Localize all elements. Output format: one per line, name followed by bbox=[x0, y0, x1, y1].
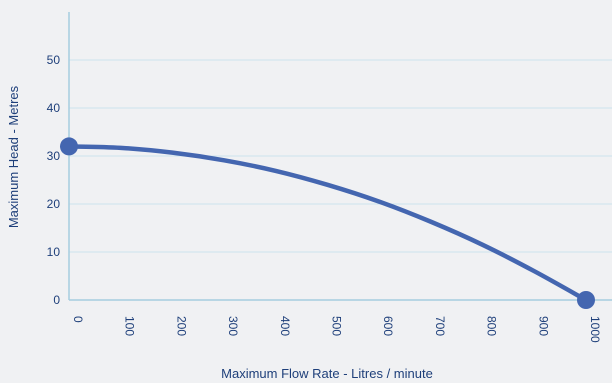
x-tick-label: 300 bbox=[226, 316, 240, 336]
data-point-marker bbox=[60, 137, 78, 156]
x-tick-label: 800 bbox=[485, 316, 499, 336]
x-tick-label: 0 bbox=[71, 316, 85, 323]
endpoint-markers bbox=[60, 137, 595, 309]
x-tick-label: 1000 bbox=[588, 316, 602, 343]
gridlines bbox=[69, 59, 612, 301]
x-tick-label: 900 bbox=[536, 316, 550, 336]
x-tick-label: 700 bbox=[433, 316, 447, 336]
x-tick-label: 100 bbox=[123, 316, 137, 336]
x-tick-label: 200 bbox=[174, 316, 188, 336]
x-tick-label: 600 bbox=[381, 316, 395, 336]
y-tick-label: 30 bbox=[47, 149, 61, 163]
y-tick-label: 0 bbox=[53, 293, 60, 307]
y-axis-title: Maximum Head - Metres bbox=[6, 85, 21, 228]
y-tick-label: 40 bbox=[47, 101, 61, 115]
y-tick-label: 10 bbox=[47, 245, 61, 259]
y-tick-label: 20 bbox=[47, 197, 61, 211]
x-tick-label: 400 bbox=[278, 316, 292, 336]
x-axis-title: Maximum Flow Rate - Litres / minute bbox=[221, 366, 433, 381]
x-tick-label: 500 bbox=[330, 316, 344, 336]
data-point-marker bbox=[577, 291, 595, 309]
x-tick-labels: 0 100 200 300 400 500 600 700 800 900 1000 bbox=[71, 316, 602, 343]
y-tick-label: 50 bbox=[47, 53, 61, 67]
series-line bbox=[66, 144, 589, 303]
y-tick-labels: 0 10 20 30 40 50 bbox=[47, 53, 61, 307]
